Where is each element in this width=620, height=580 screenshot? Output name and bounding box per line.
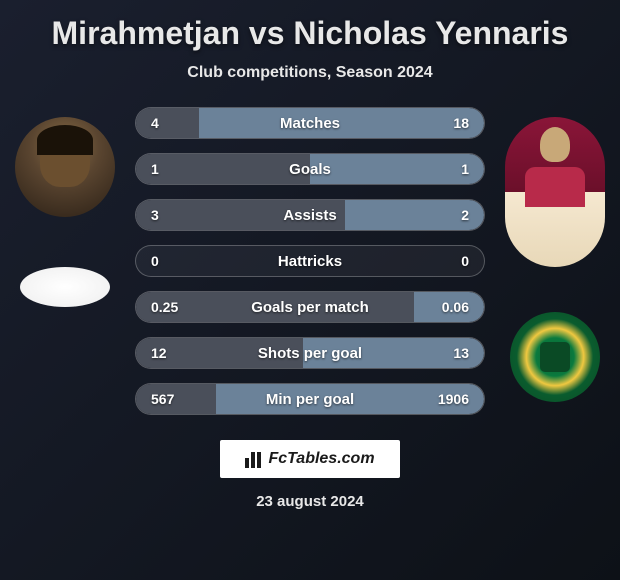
player-right-column [500,107,610,402]
stat-row: 32Assists [135,199,485,231]
stat-label: Shots per goal [136,345,484,362]
stat-row: 11Goals [135,153,485,185]
stat-row: 00Hattricks [135,245,485,277]
stat-row: 1213Shots per goal [135,337,485,369]
footer: FcTables.com 23 august 2024 [220,440,399,510]
stat-label: Assists [136,207,484,224]
brand-logo: FcTables.com [220,440,399,478]
page-title: Mirahmetjan vs Nicholas Yennaris [52,15,569,52]
subtitle: Club competitions, Season 2024 [187,64,432,82]
brand-text: FcTables.com [268,450,374,468]
stat-label: Matches [136,115,484,132]
stat-row: 5671906Min per goal [135,383,485,415]
stat-label: Goals [136,161,484,178]
player2-photo [505,117,605,267]
player1-club-logo [20,267,110,307]
player2-club-logo [510,312,600,402]
player-left-column [10,107,120,307]
stats-column: 418Matches 11Goals 32Assists 00Hattricks 0.2… [120,107,500,415]
chart-icon [245,450,263,468]
stat-label: Hattricks [136,253,484,270]
player1-photo [15,117,115,217]
stat-label: Min per goal [136,391,484,408]
stat-label: Goals per match [136,299,484,316]
stat-row: 418Matches [135,107,485,139]
comparison-content: 418Matches 11Goals 32Assists 00Hattricks 0.2… [0,107,620,415]
stat-row: 0.250.06Goals per match [135,291,485,323]
date-text: 23 august 2024 [256,493,364,510]
